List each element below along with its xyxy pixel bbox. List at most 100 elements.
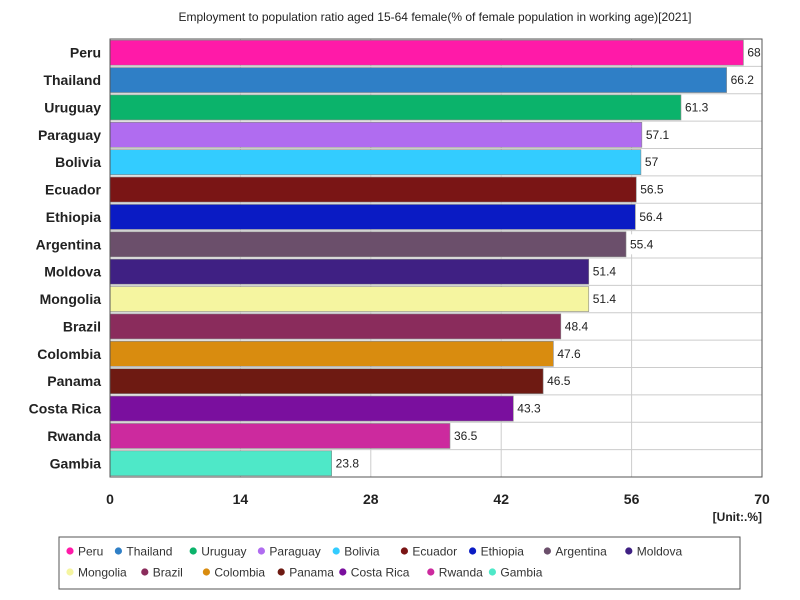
bar bbox=[109, 176, 637, 203]
legend-entry: Brazil bbox=[153, 566, 183, 580]
value-label: 43.3 bbox=[517, 402, 541, 416]
legend-entry: Peru bbox=[78, 545, 103, 559]
legend-marker bbox=[625, 547, 633, 555]
bar bbox=[109, 149, 642, 175]
bar bbox=[109, 204, 636, 230]
legend-entry: Argentina bbox=[555, 545, 607, 559]
value-label: 68 bbox=[747, 46, 761, 60]
bar bbox=[109, 39, 744, 66]
category-label: Rwanda bbox=[47, 428, 101, 444]
category-label: Ecuador bbox=[45, 182, 102, 198]
value-label-bg bbox=[637, 179, 672, 200]
x-tick-label: 42 bbox=[493, 491, 509, 507]
value-label-bg bbox=[332, 453, 367, 474]
bar bbox=[109, 450, 332, 477]
legend-marker bbox=[488, 568, 496, 576]
bar bbox=[109, 286, 590, 312]
x-tick-label: 28 bbox=[363, 491, 379, 507]
value-label: 51.4 bbox=[593, 292, 617, 306]
x-tick-label: 0 bbox=[106, 491, 114, 507]
category-label: Thailand bbox=[43, 72, 101, 88]
value-label: 56.4 bbox=[639, 210, 663, 224]
plot-frame bbox=[109, 38, 763, 478]
legend-marker bbox=[339, 568, 347, 576]
legend-marker bbox=[202, 568, 210, 576]
value-label: 57 bbox=[645, 155, 659, 169]
category-label: Argentina bbox=[36, 236, 102, 252]
bar bbox=[109, 258, 590, 285]
category-label: Bolivia bbox=[55, 154, 101, 170]
legend-entry: Ecuador bbox=[412, 545, 457, 559]
legend-marker bbox=[400, 547, 408, 555]
legend-entry: Mongolia bbox=[78, 566, 127, 580]
value-label-bg bbox=[727, 70, 762, 91]
value-label-bg bbox=[744, 42, 765, 63]
bar bbox=[109, 313, 562, 340]
value-label: 47.6 bbox=[557, 347, 581, 361]
bar bbox=[109, 368, 544, 394]
category-label: Paraguay bbox=[38, 127, 101, 143]
bar bbox=[109, 231, 627, 258]
legend-entry: Bolivia bbox=[344, 545, 380, 559]
legend-entry: Thailand bbox=[126, 545, 172, 559]
legend-entry: Uruguay bbox=[201, 545, 246, 559]
category-labels: Peru Thailand Uruguay Paraguay Bolivia Ecuado… bbox=[29, 45, 102, 472]
value-label-bg bbox=[544, 371, 579, 392]
bar bbox=[109, 423, 451, 449]
bar bbox=[109, 341, 554, 367]
value-label: 55.4 bbox=[630, 237, 654, 251]
value-label-bg bbox=[636, 206, 671, 227]
value-label: 51.4 bbox=[593, 265, 617, 279]
legend-marker bbox=[141, 568, 149, 576]
bar bbox=[109, 67, 727, 93]
legend-marker bbox=[114, 547, 122, 555]
legend-entry: Gambia bbox=[500, 566, 542, 580]
category-label: Colombia bbox=[37, 346, 101, 362]
value-label-bg bbox=[554, 343, 589, 364]
bars bbox=[109, 39, 744, 477]
category-label: Peru bbox=[70, 45, 101, 61]
legend-marker bbox=[427, 568, 435, 576]
value-label-bg bbox=[642, 124, 677, 145]
x-tick-label: 70 bbox=[754, 491, 770, 507]
unit-label: [Unit:.%] bbox=[713, 510, 762, 524]
category-label: Costa Rica bbox=[29, 401, 102, 417]
value-label: 23.8 bbox=[336, 456, 360, 470]
legend-entry: Costa Rica bbox=[351, 566, 410, 580]
x-tick-labels: 0 14 28 42 56 70 bbox=[106, 491, 770, 507]
value-label-bg bbox=[589, 261, 624, 282]
category-label: Gambia bbox=[50, 455, 102, 471]
legend-entry: Panama bbox=[289, 566, 334, 580]
category-label: Uruguay bbox=[44, 99, 101, 115]
legend-box bbox=[58, 536, 741, 590]
legend-entry: Rwanda bbox=[439, 566, 483, 580]
category-label: Ethiopia bbox=[46, 209, 101, 225]
value-labels: 68 66.2 61.3 57.1 57 56.5 56.4 55.4 51.4 51.4 48.4… bbox=[332, 42, 765, 474]
bar bbox=[109, 395, 514, 422]
category-label: Moldova bbox=[44, 264, 101, 280]
legend-marker bbox=[332, 547, 340, 555]
x-tick-label: 56 bbox=[624, 491, 640, 507]
legend-marker bbox=[277, 568, 285, 576]
value-label: 46.5 bbox=[547, 374, 571, 388]
bar bbox=[109, 122, 643, 148]
x-tick-label: 14 bbox=[233, 491, 249, 507]
value-label-bg bbox=[561, 316, 596, 337]
value-label: 61.3 bbox=[685, 100, 709, 114]
legend-entry: Moldova bbox=[637, 545, 683, 559]
legend-marker bbox=[66, 568, 74, 576]
value-label-bg bbox=[514, 398, 549, 419]
value-label-bg bbox=[450, 425, 485, 446]
legend-marker bbox=[469, 547, 477, 555]
legend-marker bbox=[189, 547, 197, 555]
value-label: 48.4 bbox=[565, 319, 589, 333]
value-label: 36.5 bbox=[454, 429, 478, 443]
value-label-bg bbox=[589, 289, 624, 310]
legend-entry: Colombia bbox=[214, 566, 265, 580]
legend-entry: Ethiopia bbox=[481, 545, 525, 559]
legend: Peru Thailand Uruguay Paraguay Bolivia Ecuado… bbox=[66, 545, 682, 580]
category-label: Panama bbox=[47, 373, 101, 389]
chart-title: Employment to population ratio aged 15-6… bbox=[179, 10, 692, 24]
value-label: 56.5 bbox=[640, 183, 664, 197]
